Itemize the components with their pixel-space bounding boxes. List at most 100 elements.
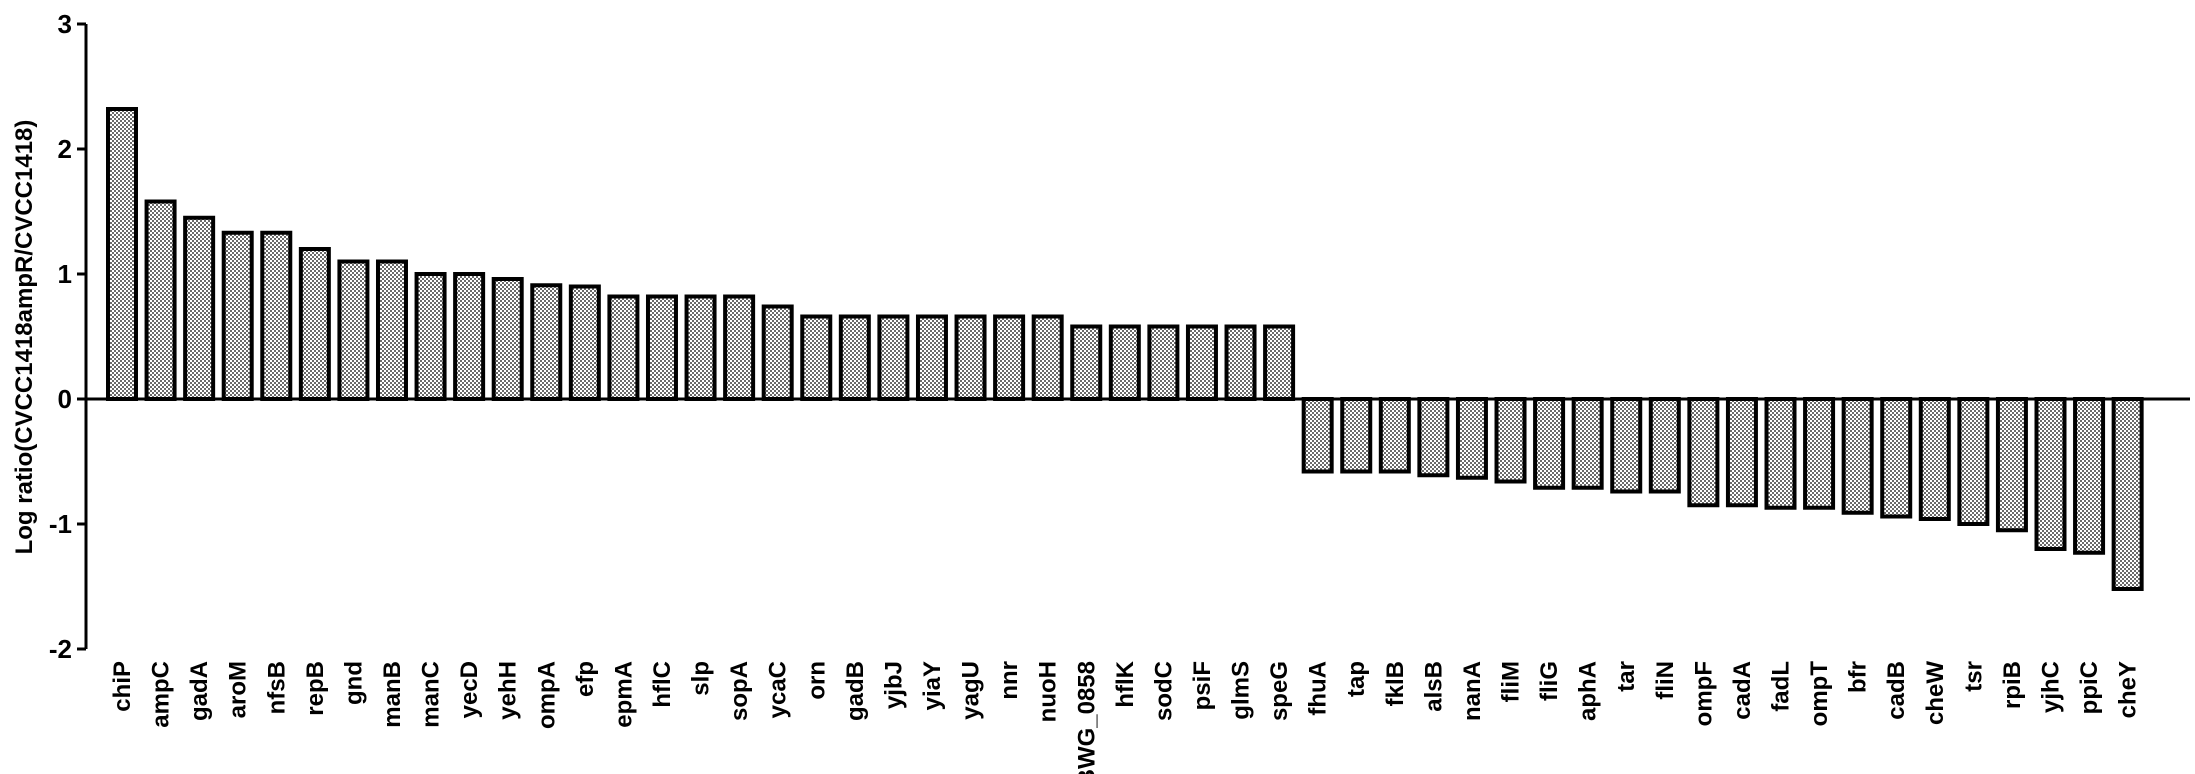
x-tick-label: bfr [1845,661,1872,693]
bar [1841,397,1874,515]
x-tick-label: cheY [2115,661,2142,718]
x-tick-label: repB [302,661,329,716]
x-tick-labels: chiP ampC gadA aroM nfsB repB gnd manB manC yecD y… [109,660,2142,774]
bar [1918,397,1951,521]
x-tick-label: aroM [225,661,252,718]
x-tick-label: yagU [958,661,985,720]
x-tick-label: fliG [1536,661,1563,701]
y-tick-label: -2 [49,634,72,664]
bar [1224,324,1257,401]
bar [607,294,640,401]
y-tick-label: 1 [58,259,72,289]
bar [877,314,910,401]
bar [1533,397,1566,490]
bar [1764,397,1797,510]
bar [723,294,756,401]
x-tick-label: nnr [996,661,1023,700]
bar [1648,397,1681,494]
x-tick-label: tsr [1960,661,1987,692]
x-tick-label: alsB [1420,661,1447,712]
bar [1995,397,2028,533]
bars [106,107,2144,591]
x-tick-label: cheW [1922,661,1949,725]
x-tick-label: fliN [1652,661,1679,700]
bar [800,314,833,401]
bar [838,314,871,401]
bar [2034,397,2067,551]
x-tick-label: nfsB [263,661,290,714]
bar [1108,324,1141,401]
bar [761,304,794,401]
x-tick-label: efp [572,661,599,697]
bar [221,230,254,401]
x-tick-label: ampC [148,661,175,728]
bar [1687,397,1720,508]
bar [1147,324,1180,401]
bar [298,247,331,401]
x-tick-label: fhuA [1305,661,1332,716]
bar [144,199,177,401]
bar [375,259,408,401]
x-tick-label: ompF [1690,661,1717,726]
x-tick-label: epmA [610,661,637,728]
x-tick-label: ompT [1806,661,1833,727]
x-tick-label: cadB [1883,661,1910,720]
x-tick-label: tar [1613,661,1640,692]
bar [183,215,216,401]
y-tick-label: -1 [49,509,72,539]
y-ticks: -2 -1 0 1 2 3 [49,9,86,664]
x-tick-label: ompA [533,661,560,729]
x-tick-label: manB [379,661,406,728]
x-tick-label: rpiB [1999,661,2026,709]
bar [337,259,370,401]
x-tick-label: yehH [495,661,522,720]
x-tick-label: tap [1343,661,1370,697]
x-tick-label: ppiC [2076,661,2103,714]
bar [453,272,486,401]
bar [568,284,601,401]
x-tick-label: gadA [186,661,213,721]
bar [915,314,948,401]
x-tick-label: hflK [1112,660,1139,707]
x-tick-label: psiF [1189,661,1216,710]
bar [530,283,563,401]
bar [1455,397,1488,480]
x-tick-label: slp [688,661,715,696]
bar [993,314,1026,401]
x-tick-label: glmS [1228,661,1255,720]
bar [1957,397,1990,526]
bar [645,294,678,401]
x-tick-label: yjbJ [880,661,907,709]
x-tick-label: chiP [109,661,136,712]
bar [491,277,524,401]
bar [1880,397,1913,519]
y-tick-label: 2 [58,134,72,164]
x-tick-label: manC [418,661,445,728]
bar [260,230,293,401]
x-tick-label: cadA [1729,661,1756,720]
bar [1301,397,1334,474]
bar [106,107,138,401]
bar [954,314,987,401]
bar [1378,397,1411,474]
bar [1031,314,1064,401]
bar [684,294,717,401]
bar [1725,397,1758,508]
x-tick-label: ycaC [765,661,792,718]
bar [1263,324,1296,401]
x-tick-label: sopA [726,661,753,721]
y-axis-label: Log ratio(CVCC1418ampR/CVCC1418) [11,120,38,555]
bar [1070,324,1103,401]
y-tick-label: 0 [58,384,72,414]
bar [1340,397,1373,474]
x-tick-label: nanA [1459,661,1486,721]
x-tick-label: fklB [1382,661,1409,706]
x-tick-label: yiaY [919,661,946,710]
x-tick-label: hflC [649,661,676,708]
x-tick-label: yjhC [2038,661,2065,713]
bar [1571,397,1604,490]
x-tick-label: gadB [842,661,869,721]
bar [2111,397,2144,591]
bar [414,272,447,401]
